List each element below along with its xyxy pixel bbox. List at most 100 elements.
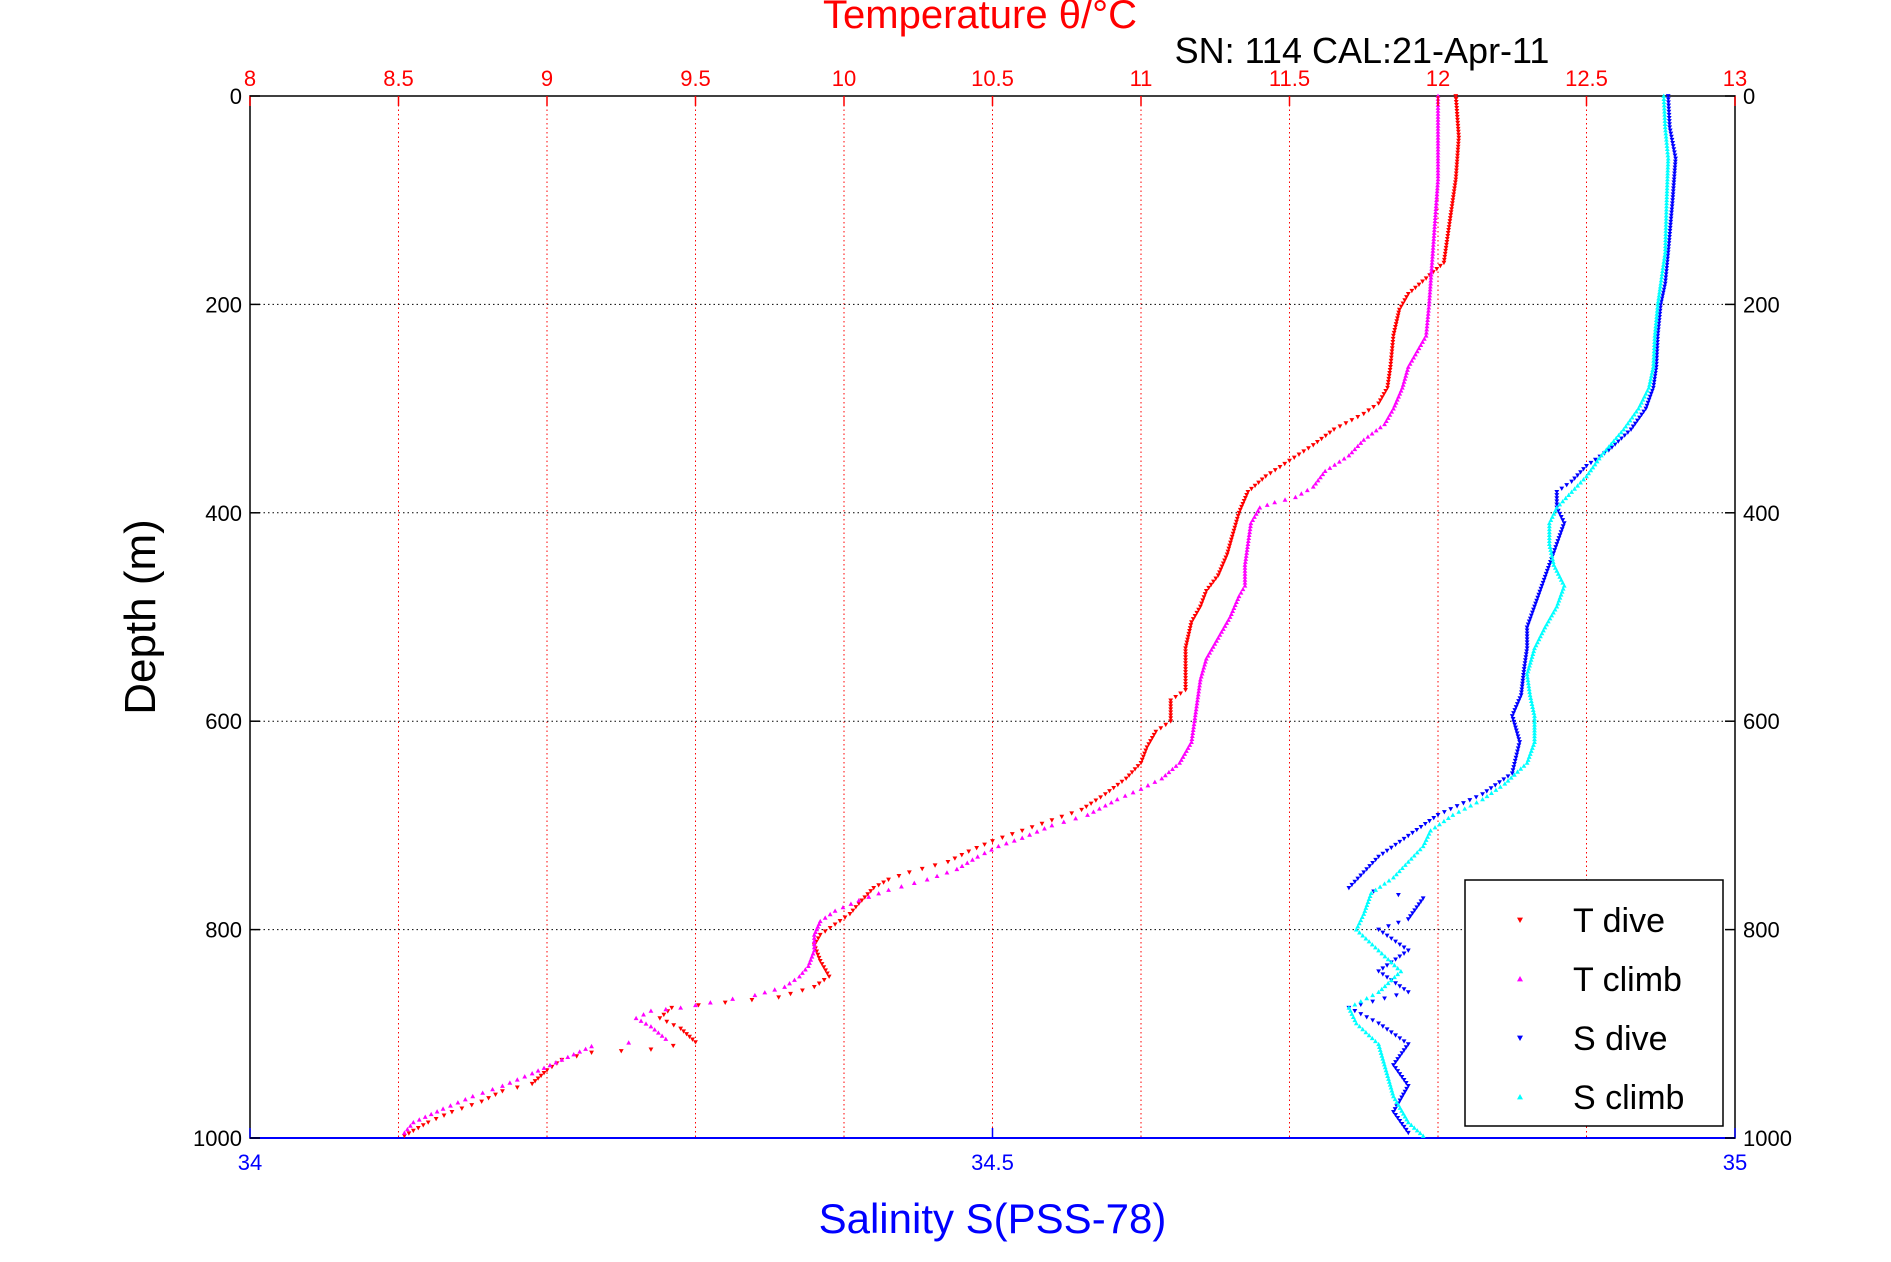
data-point — [1511, 772, 1517, 777]
data-point — [1655, 330, 1661, 335]
data-point — [1003, 841, 1009, 846]
data-point — [1145, 783, 1151, 788]
data-point — [1168, 704, 1174, 709]
data-point — [547, 1062, 553, 1068]
data-point — [1098, 795, 1104, 800]
data-point — [1405, 1083, 1411, 1089]
data-point — [1277, 465, 1283, 470]
data-point — [1601, 450, 1607, 455]
data-point — [1168, 698, 1174, 703]
data-point — [1588, 460, 1594, 466]
data-point — [1455, 141, 1461, 147]
data-point — [1355, 924, 1361, 929]
data-point — [1663, 210, 1669, 215]
data-point — [1652, 376, 1657, 382]
data-point — [1115, 782, 1121, 788]
data-point — [1391, 333, 1396, 339]
data-point — [416, 1117, 422, 1122]
data-point — [1394, 871, 1399, 877]
data-point — [1625, 430, 1631, 435]
data-point — [1671, 186, 1676, 191]
data-point — [455, 1100, 461, 1105]
data-point — [1532, 604, 1537, 609]
data-point — [1441, 260, 1447, 266]
data-point — [407, 1123, 413, 1128]
data-point — [1433, 206, 1439, 212]
data-point — [1549, 613, 1555, 618]
data-point — [1511, 719, 1517, 725]
data-point — [1414, 1128, 1420, 1133]
left-tick-label: 400 — [205, 501, 242, 526]
data-point — [1664, 203, 1669, 209]
data-point — [1455, 144, 1461, 150]
data-point — [448, 1103, 453, 1108]
data-point — [1596, 456, 1602, 461]
data-point — [1168, 707, 1174, 712]
data-point — [1396, 310, 1402, 315]
data-point — [1665, 149, 1670, 155]
data-point — [1668, 222, 1673, 228]
data-point — [1450, 195, 1456, 200]
data-point — [996, 843, 1001, 849]
data-point — [837, 918, 843, 924]
data-point — [1393, 981, 1398, 986]
data-point — [1441, 810, 1447, 815]
data-point — [1455, 117, 1460, 123]
legend-label: T dive — [1573, 902, 1665, 940]
data-point — [862, 895, 868, 900]
data-point — [1432, 221, 1438, 226]
data-point — [1534, 598, 1540, 604]
data-point — [1521, 672, 1526, 678]
data-point — [1201, 665, 1207, 670]
data-point — [1529, 654, 1535, 659]
data-point — [1449, 207, 1454, 212]
data-point — [1669, 204, 1675, 209]
data-point — [1649, 370, 1655, 375]
right-tick-label: 800 — [1743, 918, 1780, 943]
data-point — [1402, 1089, 1408, 1095]
data-point — [1153, 729, 1159, 735]
data-point — [1381, 392, 1387, 397]
data-point — [1630, 424, 1636, 429]
data-point — [1377, 1044, 1382, 1050]
data-point — [1029, 825, 1035, 830]
data-point — [1505, 778, 1511, 783]
data-point — [1195, 692, 1201, 697]
data-point — [1561, 521, 1567, 526]
data-point — [1223, 555, 1229, 560]
data-point — [1560, 524, 1566, 529]
data-point — [1664, 197, 1670, 203]
data-point — [1663, 213, 1669, 218]
data-point — [1397, 1118, 1403, 1124]
top-tick-label: 10.5 — [971, 66, 1014, 91]
data-point — [1426, 299, 1432, 304]
data-point — [1528, 660, 1533, 665]
data-point — [934, 873, 940, 879]
data-point — [1401, 987, 1407, 992]
data-point — [1399, 1051, 1405, 1056]
data-point — [1227, 614, 1233, 619]
data-point — [1405, 1042, 1411, 1047]
data-point — [1194, 703, 1199, 709]
data-point — [1564, 483, 1570, 488]
data-point — [1426, 302, 1432, 307]
data-point — [1665, 156, 1671, 161]
data-point — [1511, 711, 1516, 716]
data-point — [1447, 219, 1453, 224]
data-point — [1195, 694, 1201, 700]
data-point — [1651, 358, 1657, 363]
data-point — [1401, 1124, 1407, 1130]
data-point — [1420, 339, 1425, 344]
data-point — [1522, 661, 1528, 666]
data-point — [1397, 984, 1403, 989]
data-point — [1524, 640, 1530, 645]
data-point — [1611, 438, 1617, 443]
data-point — [1512, 762, 1517, 767]
data-point — [1497, 784, 1503, 789]
data-point — [1189, 736, 1195, 741]
top-tick-label: 9 — [541, 66, 553, 91]
data-point — [1612, 442, 1618, 447]
data-point — [1554, 568, 1560, 573]
data-point — [1244, 493, 1250, 498]
data-point — [1528, 613, 1534, 618]
